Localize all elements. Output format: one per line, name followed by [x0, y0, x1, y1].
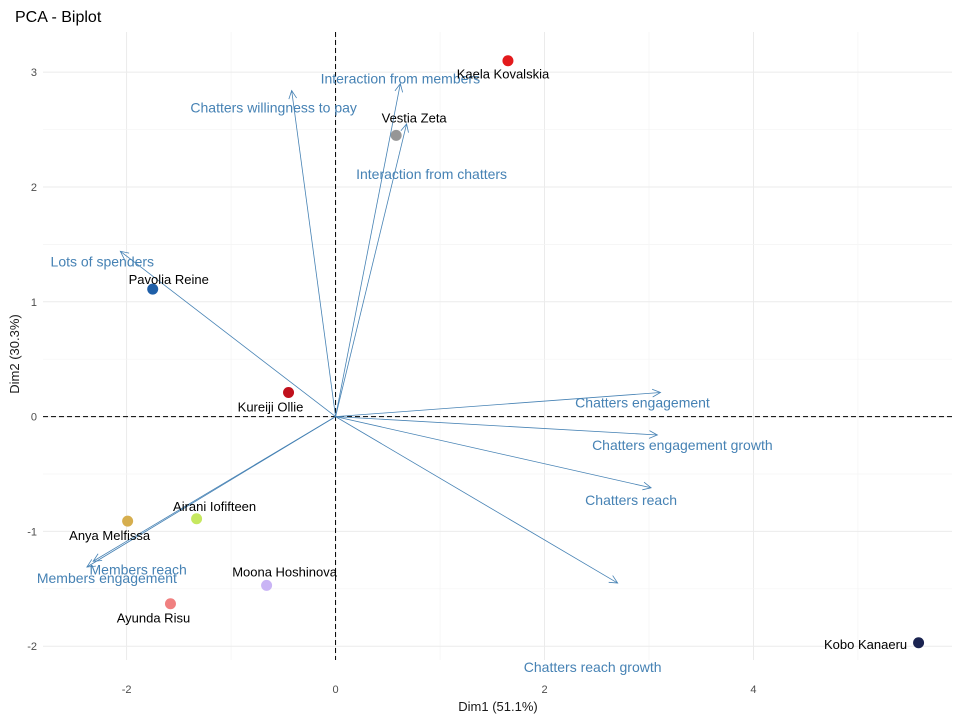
- variable-arrow-head: [651, 388, 662, 398]
- y-tick-label: 0: [31, 412, 37, 424]
- data-point-label: Ayunda Risu: [117, 611, 190, 626]
- variable-arrow-head: [648, 430, 659, 439]
- variable-arrow-head: [86, 559, 96, 568]
- data-point: [147, 283, 159, 295]
- data-point-label: Kureiji Ollie: [238, 399, 304, 414]
- variable-arrow-head: [119, 250, 130, 260]
- data-point: [390, 129, 402, 141]
- x-tick-label: 0: [332, 684, 338, 696]
- data-point: [283, 386, 295, 398]
- variable-arrow-line: [335, 416, 652, 489]
- data-point-label: Kobo Kanaeru: [824, 637, 907, 652]
- y-tick-label: 1: [31, 297, 37, 309]
- data-point-label: Kaela Kovalskia: [457, 67, 550, 82]
- variable-arrow-head: [400, 122, 409, 133]
- variable-label: Chatters willingness to pay: [190, 100, 357, 116]
- variable-label: Members engagement: [37, 570, 177, 586]
- variable-arrow-line: [335, 123, 407, 417]
- variable-arrow-head: [642, 481, 652, 491]
- individual-points: Kaela Kovalskia Vestia Zeta Pavolia Reine K…: [69, 55, 925, 652]
- variable-arrow-line: [86, 416, 336, 568]
- variable-arrow-head: [288, 89, 297, 100]
- variable-arrows: Chatters willingness to pay Interaction f…: [37, 71, 773, 675]
- variable-arrow-head: [394, 82, 404, 93]
- y-tick-label: 3: [31, 67, 37, 79]
- variable-arrow-head: [92, 553, 103, 562]
- data-point: [191, 513, 203, 525]
- chart-title: PCA - Biplot: [15, 9, 102, 26]
- variable-arrow-line: [335, 83, 401, 417]
- variable-arrow-line: [335, 392, 661, 418]
- y-axis-title: Dim2 (30.3%): [7, 314, 22, 393]
- variable-label: Chatters engagement growth: [592, 437, 773, 453]
- x-tick-label: 2: [541, 684, 547, 696]
- data-point: [913, 637, 925, 649]
- variable-label: Chatters reach growth: [524, 659, 662, 675]
- variable-label: Interaction from chatters: [356, 166, 507, 182]
- x-tick-label: 4: [750, 684, 756, 696]
- data-point-label: Anya Melfissa: [69, 528, 151, 543]
- axis-ticks: -2 0 2 4 -2 -1 0 1 2 3: [27, 67, 756, 696]
- variable-arrow-line: [291, 90, 336, 417]
- variable-label: Chatters engagement: [575, 394, 710, 410]
- x-tick-label: -2: [122, 684, 132, 696]
- variable-label: Chatters reach: [585, 492, 677, 508]
- data-point-label: Pavolia Reine: [129, 272, 209, 287]
- reference-lines: [43, 32, 952, 660]
- variable-arrow-head: [608, 575, 619, 584]
- data-point: [502, 55, 514, 67]
- variable-arrow-line: [120, 250, 336, 417]
- data-point-label: Moona Hoshinova: [232, 564, 338, 579]
- data-point: [122, 515, 134, 527]
- variable-label: Members reach: [90, 561, 187, 577]
- data-point-label: Airani Iofifteen: [173, 499, 256, 514]
- y-tick-label: -2: [27, 641, 37, 653]
- y-tick-label: 2: [31, 182, 37, 194]
- variable-arrow-line: [335, 416, 618, 584]
- data-point: [164, 598, 176, 610]
- data-point: [261, 579, 273, 591]
- x-axis-title: Dim1 (51.1%): [458, 699, 537, 714]
- grid: [43, 32, 952, 660]
- data-point-label: Vestia Zeta: [382, 110, 448, 125]
- variable-label: Lots of spenders: [51, 253, 155, 269]
- variable-label: Interaction from members: [321, 71, 481, 87]
- variable-arrow-line: [335, 416, 658, 436]
- y-tick-label: -1: [27, 526, 37, 538]
